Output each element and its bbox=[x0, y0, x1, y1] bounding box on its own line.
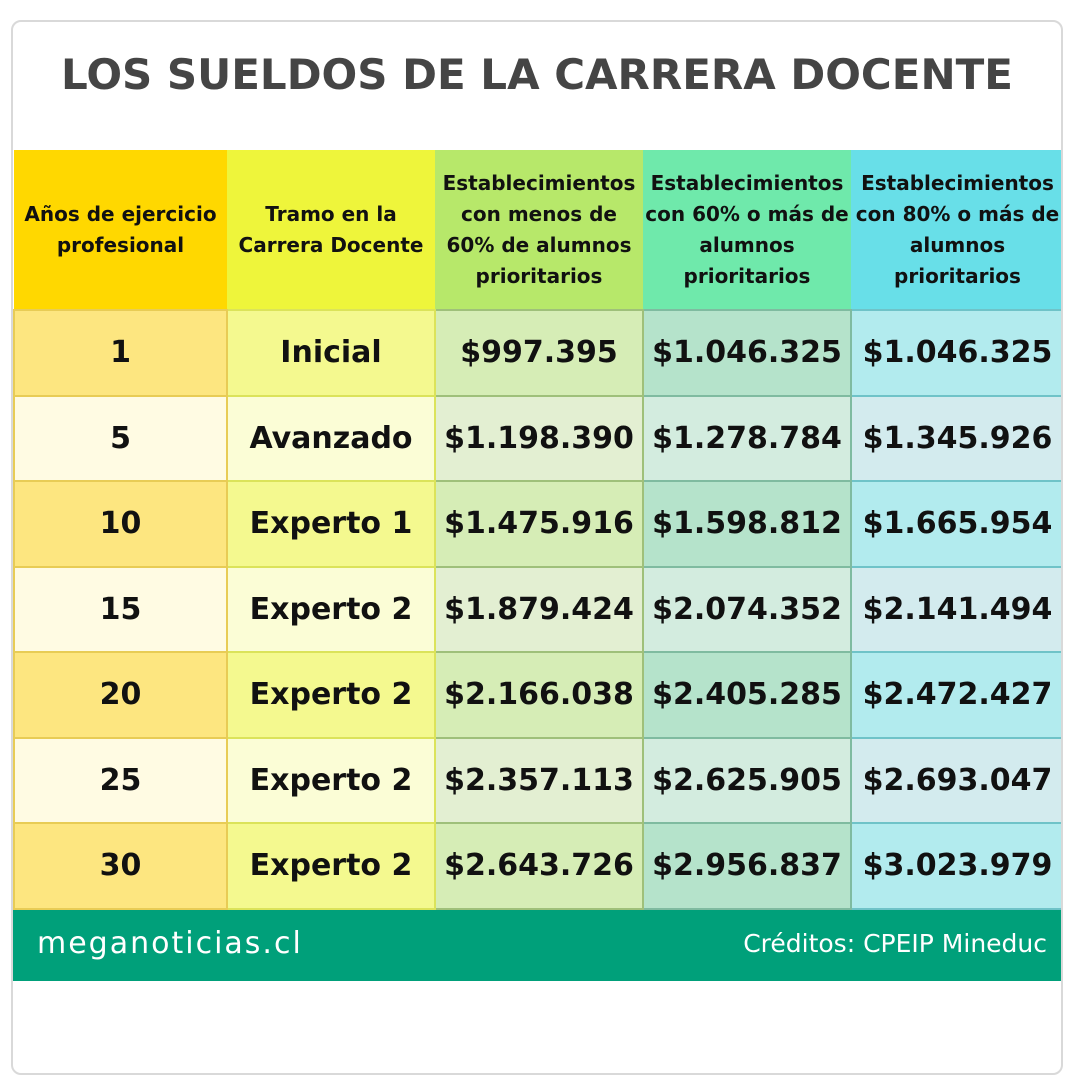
header-row: Años de ejercicio profesional Tramo en l… bbox=[14, 150, 1061, 310]
table-cell: 15 bbox=[13, 565, 228, 653]
credits-text: Créditos: CPEIP Mineduc bbox=[743, 929, 1047, 958]
table-row: 20 Experto 2 $2.166.038 $2.405.285 $2.47… bbox=[13, 651, 1061, 739]
table-cell: Experto 2 bbox=[226, 822, 436, 910]
table-cell: $997.395 bbox=[434, 309, 644, 397]
column-header-less-60: Establecimientos con menos de 60% de alu… bbox=[435, 150, 643, 310]
table-cell: 1 bbox=[13, 309, 228, 397]
footer-bar: meganoticias.cl Créditos: CPEIP Mineduc bbox=[13, 910, 1061, 981]
table-cell: Experto 2 bbox=[226, 651, 436, 739]
table-cell: Inicial bbox=[226, 309, 436, 397]
table-cell: Experto 2 bbox=[226, 736, 436, 824]
brand-logo-text[interactable]: meganoticias.cl bbox=[37, 926, 303, 961]
salary-table: Años de ejercicio profesional Tramo en l… bbox=[13, 150, 1061, 910]
table-row: 10 Experto 1 $1.475.916 $1.598.812 $1.66… bbox=[13, 480, 1061, 568]
table-row: 1 Inicial $997.395 $1.046.325 $1.046.325 bbox=[13, 309, 1061, 397]
table-cell: $2.141.494 bbox=[850, 565, 1061, 653]
table-cell: $1.665.954 bbox=[850, 480, 1061, 568]
table-row: 5 Avanzado $1.198.390 $1.278.784 $1.345.… bbox=[13, 394, 1061, 482]
table-cell: $2.357.113 bbox=[434, 736, 644, 824]
table-cell: $1.345.926 bbox=[850, 394, 1061, 482]
table-cell: $2.166.038 bbox=[434, 651, 644, 739]
column-header-years: Años de ejercicio profesional bbox=[14, 150, 227, 310]
table-cell: $1.475.916 bbox=[434, 480, 644, 568]
column-header-tramo: Tramo en la Carrera Docente bbox=[227, 150, 435, 310]
table-cell: 10 bbox=[13, 480, 228, 568]
table-row: 25 Experto 2 $2.357.113 $2.625.905 $2.69… bbox=[13, 736, 1061, 824]
table-cell: $2.956.837 bbox=[642, 822, 852, 910]
table-cell: $1.198.390 bbox=[434, 394, 644, 482]
table-cell: $2.625.905 bbox=[642, 736, 852, 824]
table-cell: $1.278.784 bbox=[642, 394, 852, 482]
table-cell: Experto 1 bbox=[226, 480, 436, 568]
table-cell: 20 bbox=[13, 651, 228, 739]
table-cell: 25 bbox=[13, 736, 228, 824]
table-cell: Avanzado bbox=[226, 394, 436, 482]
table-cell: $1.046.325 bbox=[642, 309, 852, 397]
table-cell: $3.023.979 bbox=[850, 822, 1061, 910]
table-cell: $1.598.812 bbox=[642, 480, 852, 568]
table-cell: $2.074.352 bbox=[642, 565, 852, 653]
infographic-card: LOS SUELDOS DE LA CARRERA DOCENTE Años d… bbox=[11, 20, 1063, 1075]
table-cell: 5 bbox=[13, 394, 228, 482]
table-cell: 30 bbox=[13, 822, 228, 910]
table-row: 30 Experto 2 $2.643.726 $2.956.837 $3.02… bbox=[13, 822, 1061, 910]
table-cell: $2.405.285 bbox=[642, 651, 852, 739]
table-row: 15 Experto 2 $1.879.424 $2.074.352 $2.14… bbox=[13, 565, 1061, 653]
column-header-80-or-more: Establecimientos con 80% o más de alumno… bbox=[851, 150, 1061, 310]
table-cell: $2.643.726 bbox=[434, 822, 644, 910]
table-cell: $2.472.427 bbox=[850, 651, 1061, 739]
table-cell: $1.879.424 bbox=[434, 565, 644, 653]
table-cell: $1.046.325 bbox=[850, 309, 1061, 397]
table-cell: $2.693.047 bbox=[850, 736, 1061, 824]
column-header-60-or-more: Establecimientos con 60% o más de alumno… bbox=[643, 150, 851, 310]
table-cell: Experto 2 bbox=[226, 565, 436, 653]
page-title: LOS SUELDOS DE LA CARRERA DOCENTE bbox=[61, 50, 1013, 99]
